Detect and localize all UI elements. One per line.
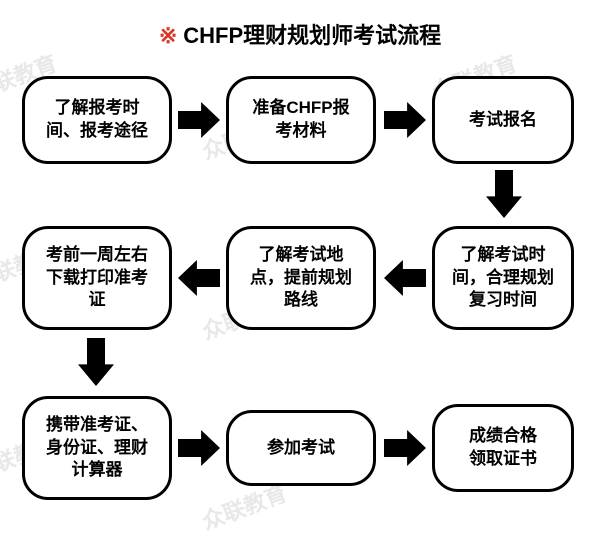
flow-node-label: 准备CHFP报考材料 [252,97,349,143]
flow-arrow-right-icon [178,102,220,143]
flow-node-label: 参加考试 [267,437,335,460]
flow-node-label: 考试报名 [469,109,537,132]
flow-arrow-right-icon [384,430,426,471]
flow-node-n6: 考前一周左右下载打印准考证 [22,226,172,330]
flow-node-n2: 准备CHFP报考材料 [226,76,376,164]
flow-node-n3: 考试报名 [432,76,574,164]
flow-node-n5: 了解考试地点，提前规划路线 [226,226,376,330]
flow-arrow-right-icon [178,430,220,471]
flow-arrow-left-icon [384,260,426,301]
flow-node-label: 考前一周左右下载打印准考证 [46,244,148,313]
flow-node-n8: 参加考试 [226,410,376,486]
flow-node-n4: 了解考试时间，合理规划复习时间 [432,226,574,330]
flow-node-label: 成绩合格领取证书 [469,425,537,471]
title-text: CHFP理财规划师考试流程 [183,23,441,48]
flow-node-label: 了解考试地点，提前规划路线 [250,244,352,313]
flow-node-n7: 携带准考证、身份证、理财计算器 [22,396,172,500]
flow-arrow-down-icon [78,338,114,391]
flow-arrow-down-icon [486,170,522,223]
flow-node-n1: 了解报考时间、报考途径 [22,76,172,164]
title-symbol: ※ [159,23,177,48]
flowchart: 了解报考时间、报考途径 准备CHFP报考材料 考试报名了解考试时间，合理规划复习时间… [0,58,600,528]
flow-arrow-left-icon [178,260,220,301]
page-title-row: ※CHFP理财规划师考试流程 [0,0,600,58]
flow-arrow-right-icon [384,102,426,143]
flow-node-label: 携带准考证、身份证、理财计算器 [46,414,148,483]
flow-node-n9: 成绩合格领取证书 [432,404,574,492]
flow-node-label: 了解考试时间，合理规划复习时间 [452,244,554,313]
flow-node-label: 了解报考时间、报考途径 [46,97,148,143]
